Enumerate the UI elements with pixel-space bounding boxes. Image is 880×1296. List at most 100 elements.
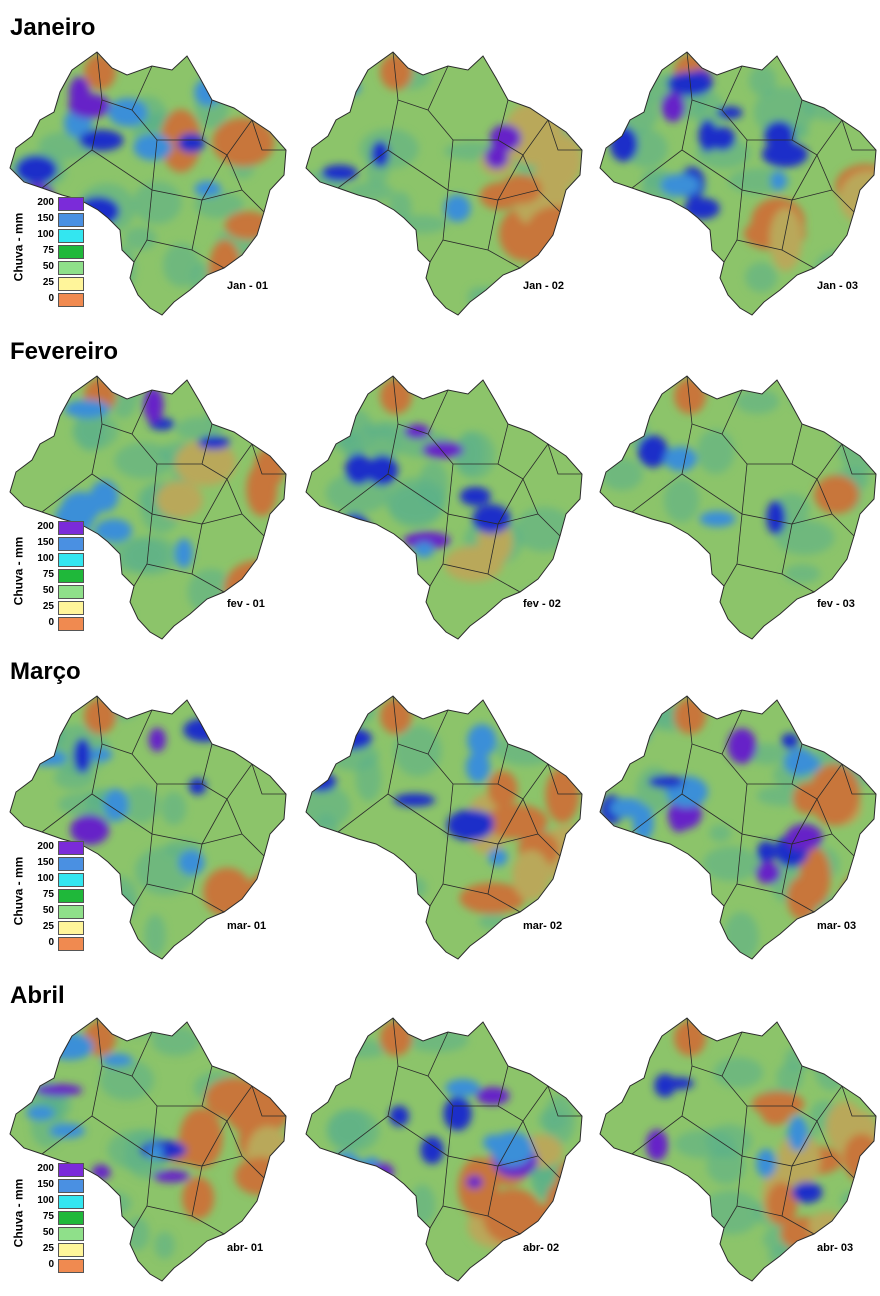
legend-swatch [58, 1259, 84, 1273]
legend-item: 0 [18, 1258, 88, 1273]
legend-swatch [58, 521, 84, 535]
panel-label: Jan - 01 [227, 280, 268, 292]
legend-swatch [58, 261, 84, 275]
panel-label: fev - 02 [523, 598, 561, 610]
legend-item: 100 [18, 228, 88, 243]
legend-value: 0 [48, 293, 54, 304]
legend-swatch [58, 569, 84, 583]
rainfall-legend: Chuva - mm 200 150 100 75 50 25 0 [6, 1162, 86, 1282]
legend-swatch [58, 1211, 84, 1225]
legend-swatch [58, 197, 84, 211]
legend-item: 0 [18, 616, 88, 631]
panel-label: mar- 01 [227, 920, 267, 932]
legend-item: 200 [18, 520, 88, 535]
rainfall-map-2-3: fev - 03 [592, 364, 880, 644]
brazil-map [305, 1017, 583, 1282]
legend-value: 100 [37, 873, 54, 884]
legend-item: 200 [18, 1162, 88, 1177]
month-title-fevereiro: Fevereiro [10, 338, 119, 365]
legend-value: 75 [42, 569, 54, 580]
rainfall-map-3-1: mar- 01 [2, 684, 292, 964]
rainfall-map-2-1: fev - 01 [2, 364, 292, 644]
legend-value: 50 [42, 1227, 54, 1238]
legend-item: 25 [18, 600, 88, 615]
legend-value: 200 [37, 197, 54, 208]
panel-label: fev - 01 [227, 598, 265, 610]
legend-swatch [58, 601, 84, 615]
month-title-marco: Março [10, 658, 81, 685]
legend-value: 150 [37, 213, 54, 224]
legend-value: 75 [42, 889, 54, 900]
legend-item: 50 [18, 584, 88, 599]
legend-value: 75 [42, 1211, 54, 1222]
brazil-map [9, 695, 287, 960]
legend-value: 100 [37, 229, 54, 240]
brazil-map [305, 51, 583, 316]
legend-value: 0 [48, 1259, 54, 1270]
rainfall-map-2-2: fev - 02 [298, 364, 588, 644]
legend-value: 150 [37, 857, 54, 868]
brazil-map [599, 375, 877, 640]
legend-value: 25 [42, 1243, 54, 1254]
legend-item: 75 [18, 888, 88, 903]
legend-swatch [58, 889, 84, 903]
panel-label: Jan - 03 [817, 280, 858, 292]
legend-swatch [58, 841, 84, 855]
brazil-map [9, 51, 287, 316]
legend-item: 150 [18, 212, 88, 227]
legend-value: 100 [37, 553, 54, 564]
rainfall-legend: Chuva - mm 200 150 100 75 50 25 0 [6, 196, 86, 316]
legend-swatch [58, 921, 84, 935]
legend-item: 75 [18, 1210, 88, 1225]
legend-swatch [58, 1227, 84, 1241]
legend-item: 0 [18, 292, 88, 307]
brazil-map [305, 375, 583, 640]
legend-item: 50 [18, 904, 88, 919]
legend-item: 200 [18, 196, 88, 211]
month-title-janeiro: Janeiro [10, 14, 96, 41]
legend-swatch [58, 277, 84, 291]
panel-label: abr- 01 [227, 1242, 264, 1254]
rainfall-map-1-2: Jan - 02 [298, 40, 588, 320]
legend-item: 100 [18, 552, 88, 567]
rainfall-map-1-1: Jan - 01 [2, 40, 292, 320]
legend-swatch [58, 857, 84, 871]
legend-value: 150 [37, 537, 54, 548]
month-title-abril: Abril [10, 982, 65, 1009]
legend-item: 25 [18, 276, 88, 291]
legend-swatch [58, 213, 84, 227]
legend-item: 150 [18, 536, 88, 551]
legend-swatch [58, 1163, 84, 1177]
legend-swatch [58, 585, 84, 599]
brazil-map [305, 695, 583, 960]
legend-swatch [58, 293, 84, 307]
legend-item: 75 [18, 568, 88, 583]
brazil-map [599, 1017, 877, 1282]
legend-value: 200 [37, 841, 54, 852]
rainfall-map-3-3: mar- 03 [592, 684, 880, 964]
legend-value: 150 [37, 1179, 54, 1190]
legend-item: 75 [18, 244, 88, 259]
legend-value: 200 [37, 521, 54, 532]
legend-swatch [58, 905, 84, 919]
legend-value: 100 [37, 1195, 54, 1206]
rainfall-legend: Chuva - mm 200 150 100 75 50 25 0 [6, 840, 86, 960]
legend-value: 0 [48, 937, 54, 948]
legend-swatch [58, 1195, 84, 1209]
rainfall-map-3-2: mar- 02 [298, 684, 588, 964]
legend-item: 25 [18, 1242, 88, 1257]
legend-swatch [58, 553, 84, 567]
legend-item: 150 [18, 1178, 88, 1193]
legend-item: 200 [18, 840, 88, 855]
panel-label: mar- 03 [817, 920, 857, 932]
legend-value: 0 [48, 617, 54, 628]
legend-value: 75 [42, 245, 54, 256]
legend-value: 50 [42, 261, 54, 272]
legend-swatch [58, 1243, 84, 1257]
brazil-map [599, 695, 877, 960]
panel-label: mar- 02 [523, 920, 563, 932]
panel-label: fev - 03 [817, 598, 855, 610]
brazil-map [9, 375, 287, 640]
rainfall-map-4-3: abr- 03 [592, 1006, 880, 1286]
panel-label: Jan - 02 [523, 280, 564, 292]
